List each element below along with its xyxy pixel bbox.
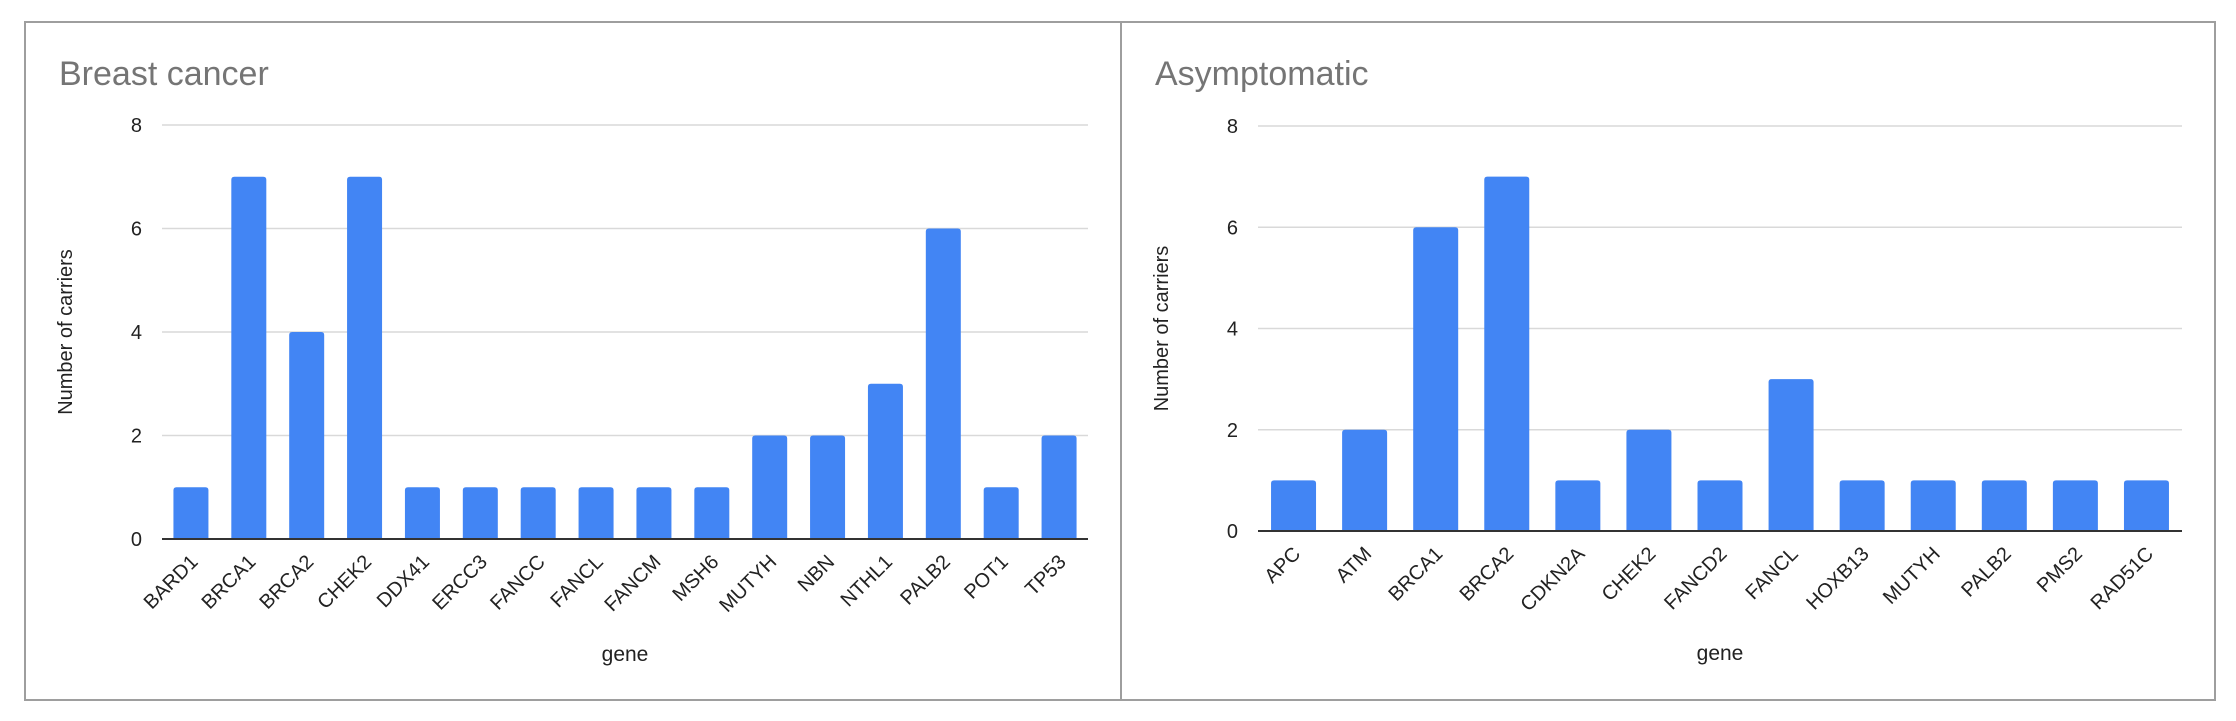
- bar: [752, 435, 788, 539]
- y-tick-label: 0: [131, 529, 142, 551]
- bar: [1981, 480, 2027, 531]
- x-tick-label: MSH6: [668, 551, 723, 606]
- bar: [1839, 480, 1885, 531]
- x-tick-label: NBN: [794, 551, 839, 596]
- chart-title: Breast cancer: [59, 55, 269, 93]
- y-tick-label: 2: [1227, 420, 1238, 442]
- x-tick-label: MUTYH: [1879, 543, 1945, 609]
- x-tick-label: ATM: [1332, 543, 1376, 587]
- breast-cancer-chart-panel: Breast cancer 0 2 4 6 8 BARD1 BRCA1 BRCA2 CHEK2 D…: [26, 23, 1120, 699]
- x-tick-label: DDX41: [373, 551, 434, 612]
- x-tick-label: FANCM: [600, 551, 665, 616]
- bar: [578, 487, 614, 539]
- y-tick-label: 4: [131, 322, 142, 344]
- y-axis-title: Number of carriers: [55, 249, 77, 415]
- asymptomatic-chart-panel: Asymptomatic 0 2 4 6 8 APC ATM BRCA1 BRCA2 CDKN2A…: [1122, 23, 2214, 699]
- bar: [983, 487, 1019, 539]
- bar: [462, 487, 498, 539]
- y-axis-title: Number of carriers: [1151, 246, 1173, 412]
- x-tick-label: BRCA2: [256, 551, 319, 614]
- bar: [1555, 480, 1601, 531]
- x-tick-label: FANCC: [486, 551, 549, 614]
- y-tick-label: 6: [131, 219, 142, 241]
- x-tick-label: FANCL: [546, 551, 607, 612]
- bar: [2052, 480, 2098, 531]
- bar: [636, 487, 672, 539]
- x-tick-label: BARD1: [140, 551, 203, 614]
- x-tick-label: PMS2: [2033, 543, 2087, 597]
- y-tick-label: 8: [131, 115, 142, 137]
- bar: [347, 176, 383, 539]
- bar: [1413, 227, 1459, 531]
- bar: [867, 383, 903, 539]
- bar: [1626, 429, 1672, 531]
- panel-divider: [1120, 21, 1122, 701]
- bar: [1041, 435, 1077, 539]
- bar: [2123, 480, 2169, 531]
- x-tick-label: HOXB13: [1802, 543, 1873, 614]
- bar: [1910, 480, 1956, 531]
- x-tick-label: BRCA1: [198, 551, 261, 614]
- x-tick-label: MUTYH: [715, 551, 781, 617]
- x-tick-label: PALB2: [896, 551, 955, 610]
- x-tick-label: ERCC3: [428, 551, 491, 614]
- x-tick-label: TP53: [1021, 551, 1070, 600]
- x-tick-label: FANCL: [1741, 543, 1802, 604]
- y-tick-label: 8: [1227, 116, 1238, 138]
- x-tick-label: BRCA2: [1456, 543, 1519, 606]
- x-tick-label: RAD51C: [2087, 543, 2158, 614]
- x-tick-label: FANCD2: [1660, 543, 1731, 614]
- bar: [1271, 480, 1317, 531]
- y-tick-label: 2: [131, 426, 142, 448]
- x-tick-label: POT1: [960, 551, 1013, 604]
- x-tick-label: CHEK2: [313, 551, 376, 614]
- y-tick-label: 4: [1227, 319, 1238, 341]
- bar: [925, 228, 961, 539]
- y-tick-label: 6: [1227, 217, 1238, 239]
- y-tick-label: 0: [1227, 521, 1238, 543]
- chart-title: Asymptomatic: [1155, 55, 1369, 93]
- x-axis-title: gene: [1697, 642, 1744, 665]
- bar: [1768, 379, 1814, 531]
- bar: [1697, 480, 1743, 531]
- bar: [231, 176, 267, 539]
- bar: [289, 332, 325, 539]
- x-tick-label: NTHL1: [837, 551, 897, 611]
- bar: [810, 435, 846, 539]
- bar: [1342, 429, 1388, 531]
- x-tick-label: CHEK2: [1598, 543, 1661, 606]
- bar: [520, 487, 556, 539]
- breast-cancer-bar-chart: 0 2 4 6 8 BARD1BRCA1BRCA2CHEK2DDX41ERCC3FANCC…: [55, 115, 1088, 666]
- x-tick-label: APC: [1260, 543, 1305, 588]
- x-tick-label: BRCA1: [1385, 543, 1448, 606]
- bar: [404, 487, 440, 539]
- x-tick-label: PALB2: [1957, 543, 2016, 602]
- bar: [1484, 176, 1530, 531]
- bar: [173, 487, 209, 539]
- x-tick-label: CDKN2A: [1516, 543, 1589, 616]
- bar: [694, 487, 730, 539]
- x-axis-title: gene: [602, 643, 649, 666]
